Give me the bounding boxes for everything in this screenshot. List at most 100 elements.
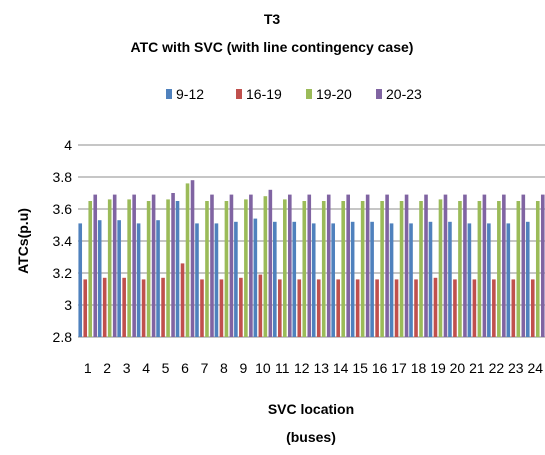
x-tick-label: 8 [220, 360, 228, 376]
bar [360, 201, 365, 337]
legend-swatch [306, 89, 312, 99]
x-tick-label: 16 [372, 360, 388, 376]
bar [321, 201, 326, 337]
bar [380, 201, 384, 337]
x-tick-label: 23 [508, 360, 524, 376]
bar [200, 279, 204, 337]
bar [166, 199, 170, 337]
y-tick-label: 3.8 [53, 169, 73, 185]
bar [210, 194, 214, 337]
bar [433, 277, 438, 337]
legend-label: 19-20 [316, 86, 352, 102]
bar [326, 194, 331, 337]
bar [132, 194, 136, 337]
bar [234, 221, 238, 337]
x-tick-label: 22 [489, 360, 505, 376]
x-tick-label: 12 [294, 360, 310, 376]
bar [336, 279, 340, 337]
bar [375, 279, 379, 337]
y-tick-label: 4 [64, 137, 72, 153]
x-tick-label: 9 [239, 360, 247, 376]
bar [112, 194, 117, 337]
legend-swatch [376, 89, 382, 99]
bar [253, 218, 258, 337]
x-tick-label: 10 [255, 360, 271, 376]
legend: 9-12 16-19 19-20 20-23 [166, 86, 422, 102]
bar [88, 201, 93, 337]
bar [472, 279, 477, 337]
bar [492, 279, 496, 337]
bar [93, 194, 98, 337]
bar [180, 263, 185, 337]
legend-swatch [236, 89, 242, 99]
x-tick-label: 18 [411, 360, 427, 376]
x-tick-label: 15 [352, 360, 368, 376]
bar [297, 279, 302, 337]
bar [511, 279, 516, 337]
bar [136, 223, 141, 337]
bar [409, 223, 413, 337]
bar [122, 277, 126, 337]
bar [448, 221, 452, 337]
bar [414, 279, 418, 337]
bar [521, 194, 526, 337]
y-axis-label: ATCs(p.u) [15, 208, 31, 274]
bar [161, 277, 165, 337]
bar [283, 199, 287, 337]
bar [249, 194, 253, 337]
y-tick-label: 3 [64, 297, 72, 313]
y-tick-label: 2.8 [53, 329, 73, 345]
bar [355, 279, 360, 337]
bar [482, 194, 487, 337]
chart-subtitle: ATC with SVC (with line contingency case… [131, 39, 414, 55]
x-tick-label: 2 [103, 360, 111, 376]
bar [453, 279, 457, 337]
bar [530, 279, 535, 337]
x-tick-label: 7 [201, 360, 209, 376]
bar [239, 277, 243, 337]
bar [535, 201, 540, 337]
bar [311, 223, 316, 337]
bar [497, 201, 501, 337]
bar [278, 279, 282, 337]
bar [146, 201, 151, 337]
bar [175, 201, 180, 337]
bar [331, 223, 335, 337]
bar [467, 223, 472, 337]
bar [419, 201, 423, 337]
x-tick-label: 21 [469, 360, 485, 376]
x-tick-label: 6 [181, 360, 189, 376]
bar [458, 201, 462, 337]
bar [224, 201, 229, 337]
bar [102, 277, 107, 337]
bars [78, 180, 545, 337]
bar [185, 183, 190, 337]
bar [171, 193, 175, 337]
x-tick-label: 1 [84, 360, 92, 376]
bar [83, 279, 88, 337]
bar [443, 194, 448, 337]
bar [151, 194, 156, 337]
legend-label: 16-19 [246, 86, 282, 102]
x-tick-label: 11 [275, 360, 290, 376]
bar [341, 201, 345, 337]
bar [214, 223, 219, 337]
bar [244, 199, 248, 337]
bar [399, 201, 404, 337]
x-tick-label: 17 [391, 360, 407, 376]
bar [540, 194, 545, 337]
bar [463, 194, 467, 337]
bar [516, 201, 521, 337]
x-tick-label: 3 [123, 360, 131, 376]
bar [365, 194, 370, 337]
bar [195, 223, 199, 337]
bar [487, 223, 491, 337]
bar [273, 221, 277, 337]
bar [263, 196, 268, 337]
x-tick-label: 13 [313, 360, 329, 376]
bar [502, 194, 506, 337]
bar [258, 274, 263, 337]
bar [190, 180, 195, 337]
y-tick-label: 3.2 [53, 265, 73, 281]
chart-title: T3 [264, 11, 281, 27]
